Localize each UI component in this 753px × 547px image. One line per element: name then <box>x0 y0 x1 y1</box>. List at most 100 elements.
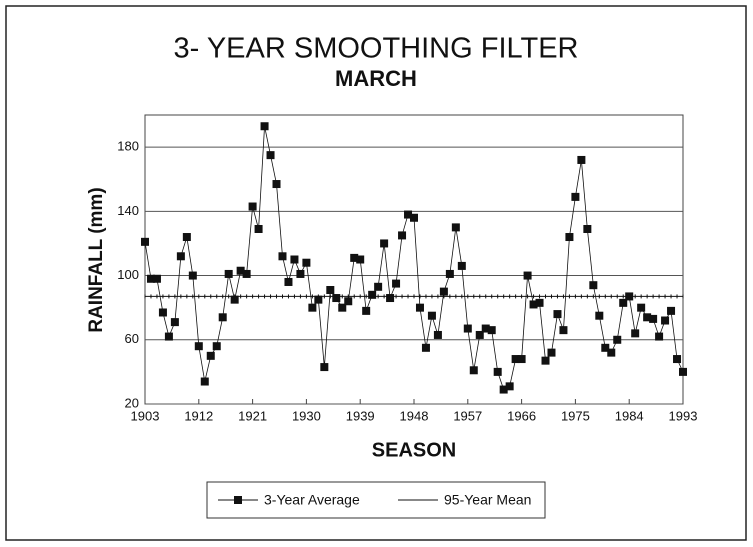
marker <box>206 351 215 360</box>
marker <box>374 282 383 291</box>
marker <box>649 314 658 323</box>
marker <box>631 329 640 338</box>
legend-marker <box>234 496 242 504</box>
marker <box>457 261 466 270</box>
marker <box>230 295 239 304</box>
x-tick-label: 1948 <box>400 408 429 423</box>
marker <box>661 316 670 325</box>
marker <box>637 303 646 312</box>
marker <box>427 311 436 320</box>
marker <box>266 151 275 160</box>
marker <box>320 363 329 372</box>
marker <box>583 224 592 233</box>
marker <box>242 269 251 278</box>
marker <box>146 274 155 283</box>
x-tick-label: 1984 <box>615 408 644 423</box>
x-tick-label: 1930 <box>292 408 321 423</box>
marker <box>182 233 191 242</box>
marker <box>475 330 484 339</box>
x-tick-label: 1993 <box>669 408 698 423</box>
marker <box>469 366 478 375</box>
marker <box>356 255 365 264</box>
x-axis-label: SEASON <box>372 439 456 461</box>
y-tick-label: 180 <box>117 139 139 154</box>
marker <box>487 326 496 335</box>
marker <box>541 356 550 365</box>
marker <box>392 279 401 288</box>
marker <box>463 324 472 333</box>
marker <box>505 382 514 391</box>
x-tick-label: 1966 <box>507 408 536 423</box>
legend-label: 3-Year Average <box>264 492 360 508</box>
marker <box>410 213 418 222</box>
marker <box>326 286 335 295</box>
marker <box>601 343 610 352</box>
marker <box>445 269 454 278</box>
marker <box>141 237 149 246</box>
marker <box>314 295 323 304</box>
legend-label: 95-Year Mean <box>444 492 531 508</box>
frame <box>5 5 747 541</box>
x-tick-label: 1975 <box>561 408 590 423</box>
plot-area <box>144 114 684 405</box>
marker <box>170 318 179 327</box>
marker <box>535 298 544 307</box>
marker <box>398 231 407 240</box>
marker <box>529 300 538 309</box>
marker <box>439 287 448 296</box>
x-tick-label: 1921 <box>238 408 267 423</box>
marker <box>296 269 305 278</box>
marker <box>248 202 257 211</box>
marker <box>451 223 460 232</box>
marker <box>260 122 269 131</box>
marker <box>218 313 227 322</box>
marker <box>194 342 203 351</box>
marker <box>499 385 508 394</box>
marker <box>224 269 233 278</box>
marker <box>302 258 311 267</box>
marker <box>308 303 317 312</box>
chart-subtitle: MARCH <box>335 66 417 91</box>
marker <box>565 233 574 242</box>
y-tick-label: 20 <box>125 395 139 410</box>
marker <box>655 332 664 341</box>
marker <box>493 367 502 376</box>
marker <box>595 311 604 320</box>
marker <box>643 313 652 322</box>
marker <box>164 332 173 341</box>
marker <box>272 180 281 189</box>
x-tick-label: 1912 <box>184 408 213 423</box>
y-tick-label: 60 <box>125 331 139 346</box>
marker <box>679 367 687 376</box>
x-tick-label: 1939 <box>346 408 375 423</box>
marker <box>404 210 413 219</box>
marker <box>380 239 389 248</box>
marker <box>577 155 586 164</box>
marker <box>158 308 167 317</box>
x-tick-label: 1903 <box>131 408 160 423</box>
marker <box>553 310 562 319</box>
marker <box>607 348 616 357</box>
marker <box>350 253 359 262</box>
marker <box>254 224 263 233</box>
marker <box>481 324 490 333</box>
marker <box>667 306 676 315</box>
marker <box>278 252 287 261</box>
marker <box>290 255 299 264</box>
marker <box>344 297 353 306</box>
y-tick-label: 140 <box>117 203 139 218</box>
y-axis-label: RAINFALL (mm) <box>86 187 107 332</box>
marker <box>188 271 197 280</box>
chart-title: 3- YEAR SMOOTHING FILTER <box>174 33 579 65</box>
y-tick-label: 100 <box>117 267 139 282</box>
marker <box>523 271 532 280</box>
marker <box>571 192 580 201</box>
marker <box>415 303 424 312</box>
marker <box>433 330 442 339</box>
marker <box>421 343 430 352</box>
marker <box>362 306 371 315</box>
marker <box>619 298 628 307</box>
marker <box>212 342 221 351</box>
marker <box>589 281 598 290</box>
x-tick-label: 1957 <box>453 408 482 423</box>
